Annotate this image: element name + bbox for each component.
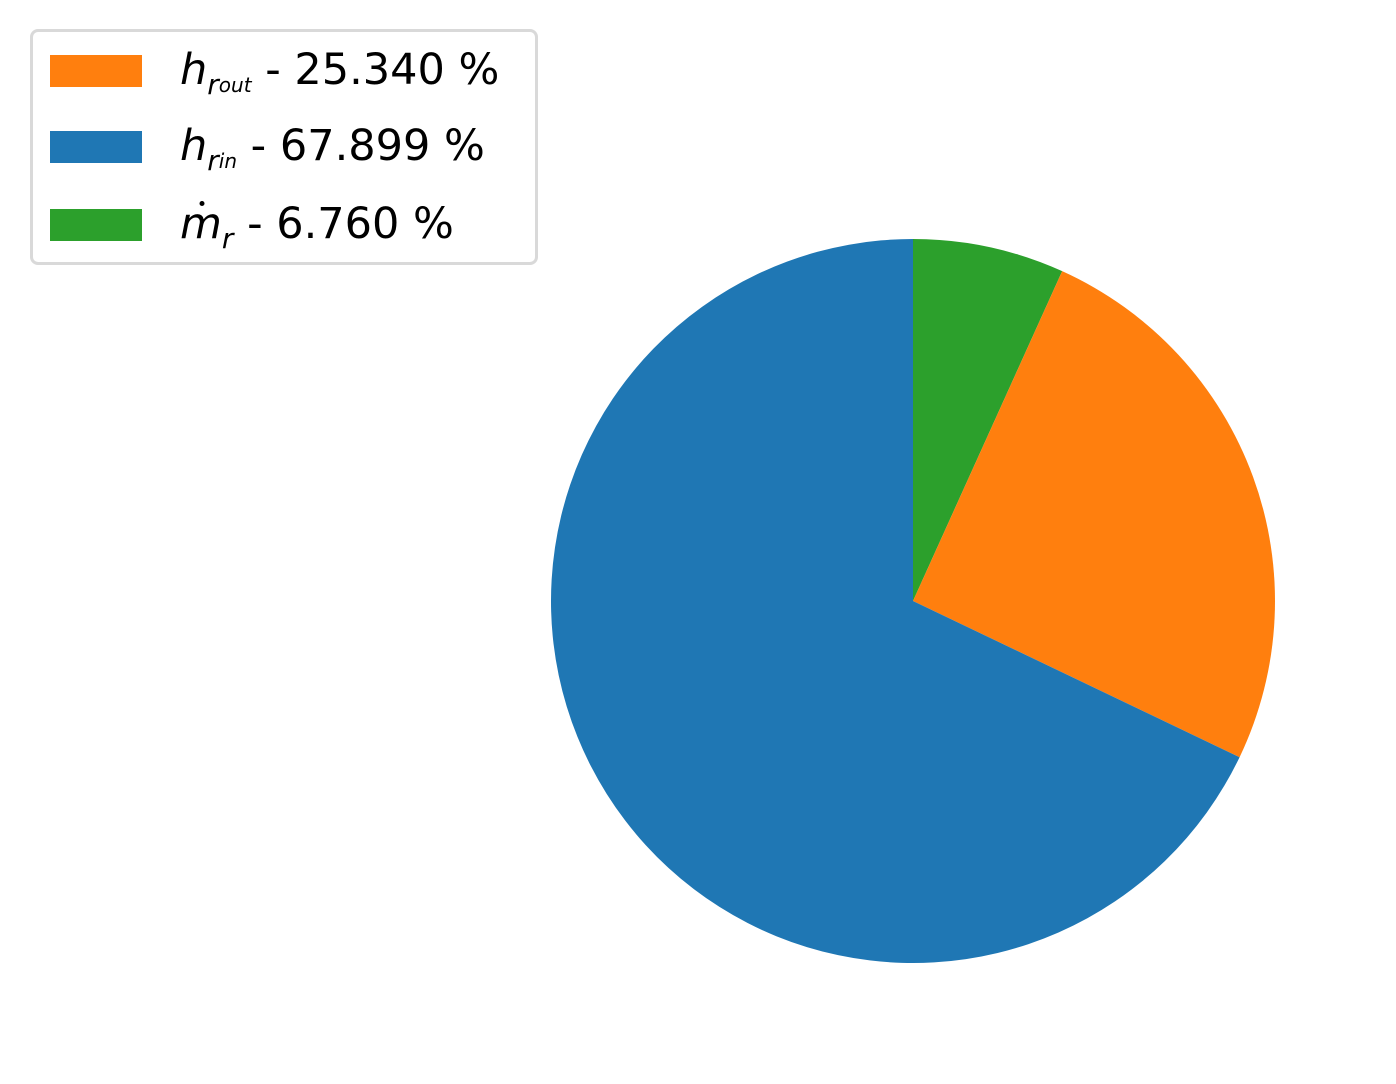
pie-slice-h-r-in	[550, 239, 1240, 964]
legend-item-h-r-in: hrin - 67.899 %	[50, 121, 530, 177]
chart-legend: hrout - 25.340 % hrin - 67.899 % mr - 6.…	[30, 29, 538, 265]
legend-symbol: h	[180, 45, 208, 95]
pie-slice-h-r-out	[913, 271, 1275, 758]
legend-swatch-m-dot-r	[50, 209, 142, 241]
pie-slices	[550, 239, 1275, 964]
legend-item-h-r-out: hrout - 25.340 %	[50, 45, 530, 101]
legend-subscript: r	[207, 68, 219, 101]
legend-subsubscript: in	[218, 149, 238, 173]
legend-separator: -	[251, 45, 295, 95]
legend-swatch-h-r-in	[50, 131, 142, 163]
legend-subscript: r	[207, 144, 219, 177]
legend-subsubscript: out	[218, 73, 252, 97]
legend-symbol: h	[180, 121, 208, 171]
legend-symbol: m	[180, 199, 222, 249]
legend-label-h-r-in: hrin - 67.899 %	[180, 120, 485, 187]
legend-subscript: r	[221, 222, 234, 255]
legend-item-m-dot-r: mr - 6.760 %	[50, 199, 530, 255]
legend-percent: 6.760 %	[276, 199, 454, 249]
legend-percent: 25.340 %	[294, 45, 500, 95]
legend-separator: -	[237, 121, 280, 171]
legend-label-m-dot-r: mr - 6.760 %	[180, 198, 454, 265]
legend-swatch-h-r-out	[50, 55, 142, 87]
pie-slice-m-dot-r	[913, 239, 1063, 601]
legend-label-h-r-out: hrout - 25.340 %	[180, 44, 499, 111]
legend-separator: -	[233, 199, 277, 249]
legend-percent: 67.899 %	[279, 121, 485, 171]
